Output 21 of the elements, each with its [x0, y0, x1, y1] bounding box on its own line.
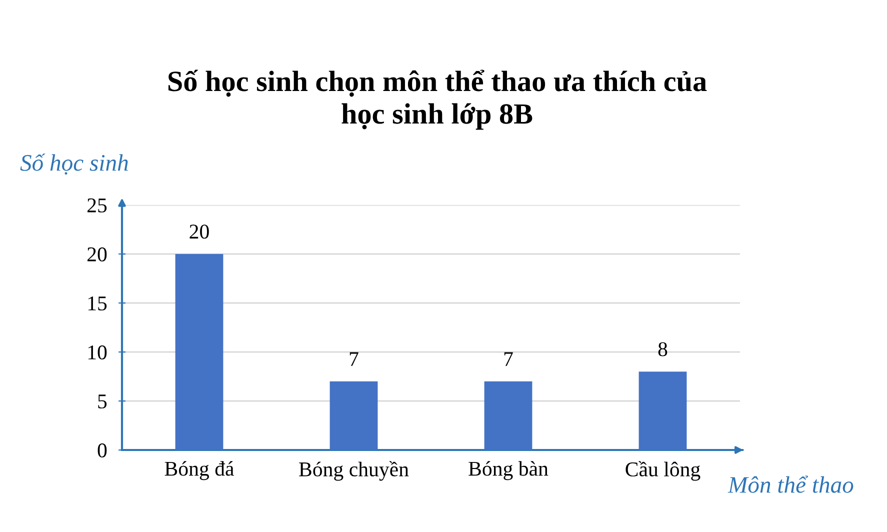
data-label: 7 — [504, 352, 513, 366]
y-axis-title: Số học sinh — [20, 154, 128, 175]
x-tick-label: Bóng đá — [164, 461, 234, 480]
bar — [175, 254, 224, 450]
x-axis-title: Môn thể thao — [728, 476, 854, 493]
chart-title: Số học sinh chọn môn thể thao ưa thích của học sinh lớp 8B — [168, 70, 707, 130]
y-tick-label: 25 — [88, 198, 107, 212]
bar — [638, 372, 687, 450]
x-tick-label: Cầu lông — [626, 461, 700, 481]
data-label: 7 — [350, 352, 358, 366]
data-label: 20 — [190, 224, 209, 239]
y-tick-label: 15 — [88, 296, 107, 310]
data-label: 8 — [658, 342, 668, 356]
bar — [484, 381, 532, 450]
y-tick-label: 0 — [98, 443, 107, 458]
y-tick-label: 10 — [88, 345, 107, 360]
x-tick-label: Bóng bàn — [468, 461, 548, 480]
y-tick-label: 20 — [88, 247, 107, 262]
bar — [330, 381, 378, 450]
x-tick-label: Bóng chuyền — [299, 461, 409, 481]
y-tick-label: 5 — [98, 394, 107, 408]
